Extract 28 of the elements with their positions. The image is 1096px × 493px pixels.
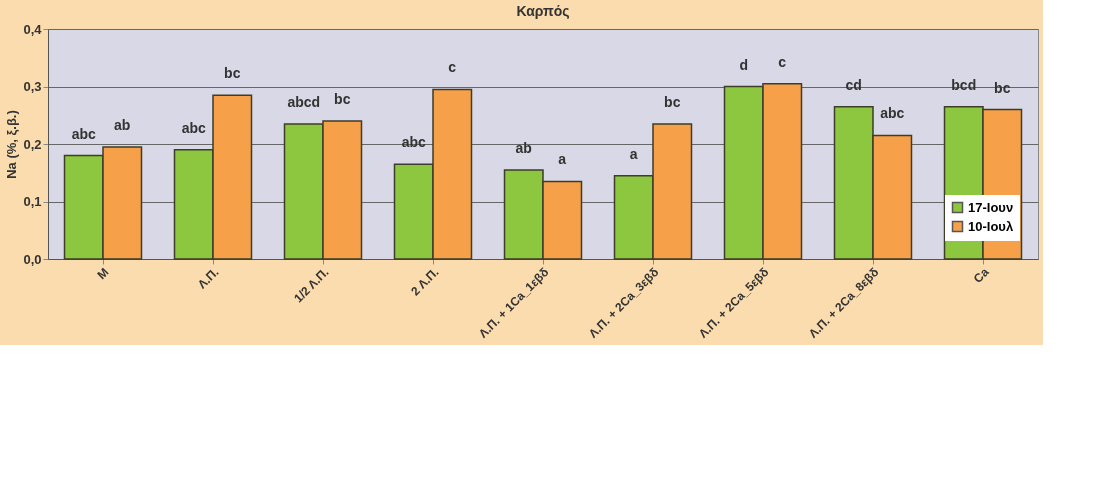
x-tick-label: Λ.Π. bbox=[195, 265, 222, 292]
y-tick-label: 0,2 bbox=[23, 136, 42, 152]
annotation: abc bbox=[880, 105, 905, 122]
chart-title: Καρπός bbox=[516, 3, 570, 19]
y-axis-title: Na (%, ξ.β.) bbox=[4, 110, 20, 179]
x-tick-label: 1/2 Λ.Π. bbox=[291, 265, 332, 306]
annotation: abc bbox=[181, 119, 207, 136]
y-tick-label: 0,0 bbox=[23, 251, 42, 267]
annotation: c bbox=[778, 53, 787, 70]
annotation: bc bbox=[664, 93, 681, 110]
legend-label: 10-Ιουλ bbox=[968, 218, 1014, 234]
annotation: ab bbox=[515, 139, 532, 156]
annotation: a bbox=[558, 151, 567, 168]
annotation: ab bbox=[114, 116, 131, 133]
annotation: d bbox=[739, 56, 749, 73]
annotation: abc bbox=[71, 125, 97, 142]
x-tick-label: 2 Λ.Π. bbox=[408, 265, 442, 299]
annotation: bc bbox=[334, 91, 351, 107]
annotation: c bbox=[448, 59, 457, 76]
x-tick-label: Ca bbox=[970, 264, 992, 286]
x-tick-label: M bbox=[94, 265, 112, 283]
annotation: a bbox=[629, 145, 638, 162]
annotation: bc bbox=[224, 65, 241, 82]
y-tick-label: 0,1 bbox=[23, 194, 42, 209]
y-tick-label: 0,3 bbox=[23, 79, 42, 94]
legend-label: 17-Ιουν bbox=[968, 199, 1014, 215]
y-tick-label: 0,4 bbox=[23, 21, 43, 37]
annotation: abcd bbox=[287, 93, 321, 110]
